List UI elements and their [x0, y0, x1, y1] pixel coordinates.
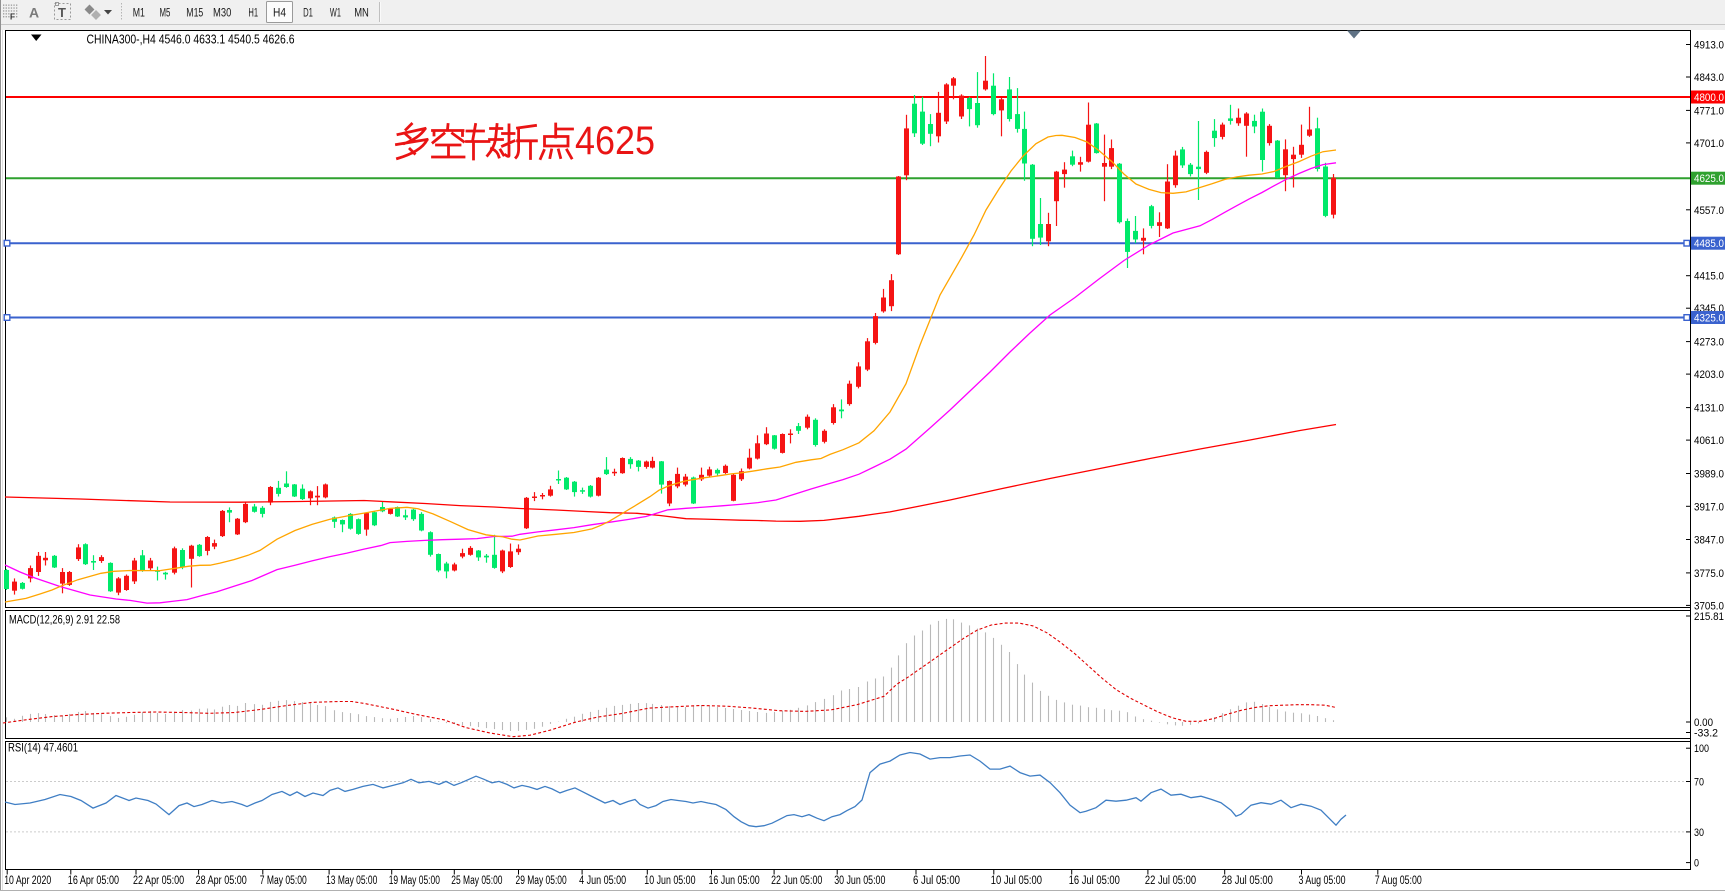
- svg-text:0: 0: [1694, 858, 1699, 870]
- svg-text:28 Jul 05:00: 28 Jul 05:00: [1222, 875, 1273, 887]
- svg-text:4485.0: 4485.0: [1694, 238, 1724, 250]
- svg-text:19 May 05:00: 19 May 05:00: [389, 875, 440, 887]
- svg-text:3847.0: 3847.0: [1694, 535, 1724, 547]
- svg-text:4701.0: 4701.0: [1694, 138, 1724, 150]
- svg-text:W1: W1: [330, 8, 341, 20]
- svg-text:16 Jun 05:00: 16 Jun 05:00: [709, 875, 760, 887]
- svg-text:4771.0: 4771.0: [1694, 105, 1724, 117]
- svg-text:7 Aug 05:00: 7 Aug 05:00: [1375, 875, 1422, 887]
- svg-text:28 Apr 05:00: 28 Apr 05:00: [196, 875, 247, 887]
- svg-text:4625: 4625: [575, 119, 655, 163]
- svg-text:3917.0: 3917.0: [1694, 501, 1724, 513]
- svg-text:215.81: 215.81: [1694, 611, 1724, 623]
- svg-text:0.00: 0.00: [1694, 717, 1713, 729]
- svg-text:4 Jun 05:00: 4 Jun 05:00: [579, 875, 626, 887]
- svg-text:4203.0: 4203.0: [1694, 369, 1724, 381]
- svg-text:3 Aug 05:00: 3 Aug 05:00: [1299, 875, 1346, 887]
- svg-text:F: F: [10, 13, 15, 22]
- svg-text:30 Jun 05:00: 30 Jun 05:00: [834, 875, 885, 887]
- svg-text:-33.2: -33.2: [1694, 728, 1718, 740]
- svg-text:4061.0: 4061.0: [1694, 435, 1724, 447]
- svg-text:M30: M30: [213, 8, 231, 20]
- svg-text:16 Apr 05:00: 16 Apr 05:00: [68, 875, 119, 887]
- svg-text:MACD(12,26,9) 2.91 22.58: MACD(12,26,9) 2.91 22.58: [9, 613, 120, 627]
- svg-text:10 Apr 2020: 10 Apr 2020: [4, 875, 51, 887]
- svg-text:10 Jul 05:00: 10 Jul 05:00: [991, 875, 1042, 887]
- svg-text:10 Jun 05:00: 10 Jun 05:00: [644, 875, 695, 887]
- svg-text:4913.0: 4913.0: [1694, 40, 1724, 52]
- svg-text:M5: M5: [160, 8, 171, 20]
- svg-text:D1: D1: [303, 8, 313, 20]
- svg-text:7 May 05:00: 7 May 05:00: [260, 875, 307, 887]
- svg-text:16 Jul 05:00: 16 Jul 05:00: [1069, 875, 1120, 887]
- svg-text:4325.0: 4325.0: [1694, 313, 1724, 325]
- svg-text:MN: MN: [354, 8, 369, 20]
- svg-text:22 Jul 05:00: 22 Jul 05:00: [1145, 875, 1196, 887]
- svg-text:A: A: [29, 5, 39, 21]
- svg-text:4273.0: 4273.0: [1694, 337, 1724, 349]
- svg-text:29 May 05:00: 29 May 05:00: [516, 875, 567, 887]
- svg-text:6 Jul 05:00: 6 Jul 05:00: [913, 875, 960, 887]
- svg-text:13 May 05:00: 13 May 05:00: [326, 875, 377, 887]
- svg-text:H1: H1: [248, 8, 258, 20]
- svg-text:CHINA300-,H4 4546.0 4633.1 45: CHINA300-,H4 4546.0 4633.1 4540.5 4626.6: [87, 33, 295, 47]
- svg-text:22 Apr 05:00: 22 Apr 05:00: [133, 875, 184, 887]
- svg-text:4557.0: 4557.0: [1694, 205, 1724, 217]
- svg-text:4131.0: 4131.0: [1694, 403, 1724, 415]
- svg-text:M15: M15: [186, 8, 203, 20]
- svg-text:4625.0: 4625.0: [1694, 173, 1724, 185]
- svg-text:22 Jun 05:00: 22 Jun 05:00: [771, 875, 822, 887]
- svg-text:M1: M1: [133, 8, 145, 20]
- svg-text:T: T: [58, 5, 66, 20]
- svg-text:70: 70: [1694, 777, 1704, 789]
- svg-text:25 May 05:00: 25 May 05:00: [451, 875, 502, 887]
- svg-text:3705.0: 3705.0: [1694, 600, 1724, 612]
- svg-text:4843.0: 4843.0: [1694, 72, 1724, 84]
- svg-text:3775.0: 3775.0: [1694, 568, 1724, 580]
- svg-text:100: 100: [1694, 743, 1709, 755]
- svg-text:4415.0: 4415.0: [1694, 271, 1724, 283]
- svg-text:RSI(14) 47.4601: RSI(14) 47.4601: [8, 741, 78, 755]
- svg-text:30: 30: [1694, 827, 1704, 839]
- svg-text:H4: H4: [273, 8, 287, 20]
- svg-text:3989.0: 3989.0: [1694, 469, 1724, 481]
- svg-text:4800.0: 4800.0: [1694, 92, 1724, 104]
